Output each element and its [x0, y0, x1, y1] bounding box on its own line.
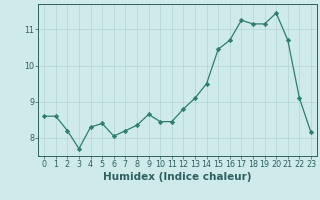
X-axis label: Humidex (Indice chaleur): Humidex (Indice chaleur): [103, 172, 252, 182]
